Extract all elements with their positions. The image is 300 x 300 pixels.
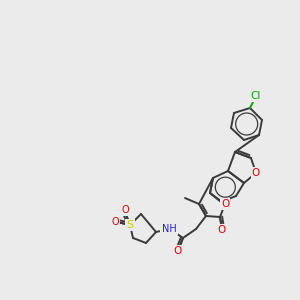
Text: O: O [121, 205, 129, 215]
Text: S: S [126, 220, 134, 230]
Text: Cl: Cl [251, 91, 261, 101]
Text: O: O [218, 225, 226, 235]
Text: O: O [111, 217, 119, 227]
Text: NH: NH [162, 224, 176, 234]
Text: O: O [221, 199, 229, 209]
Text: O: O [174, 246, 182, 256]
Text: O: O [252, 168, 260, 178]
